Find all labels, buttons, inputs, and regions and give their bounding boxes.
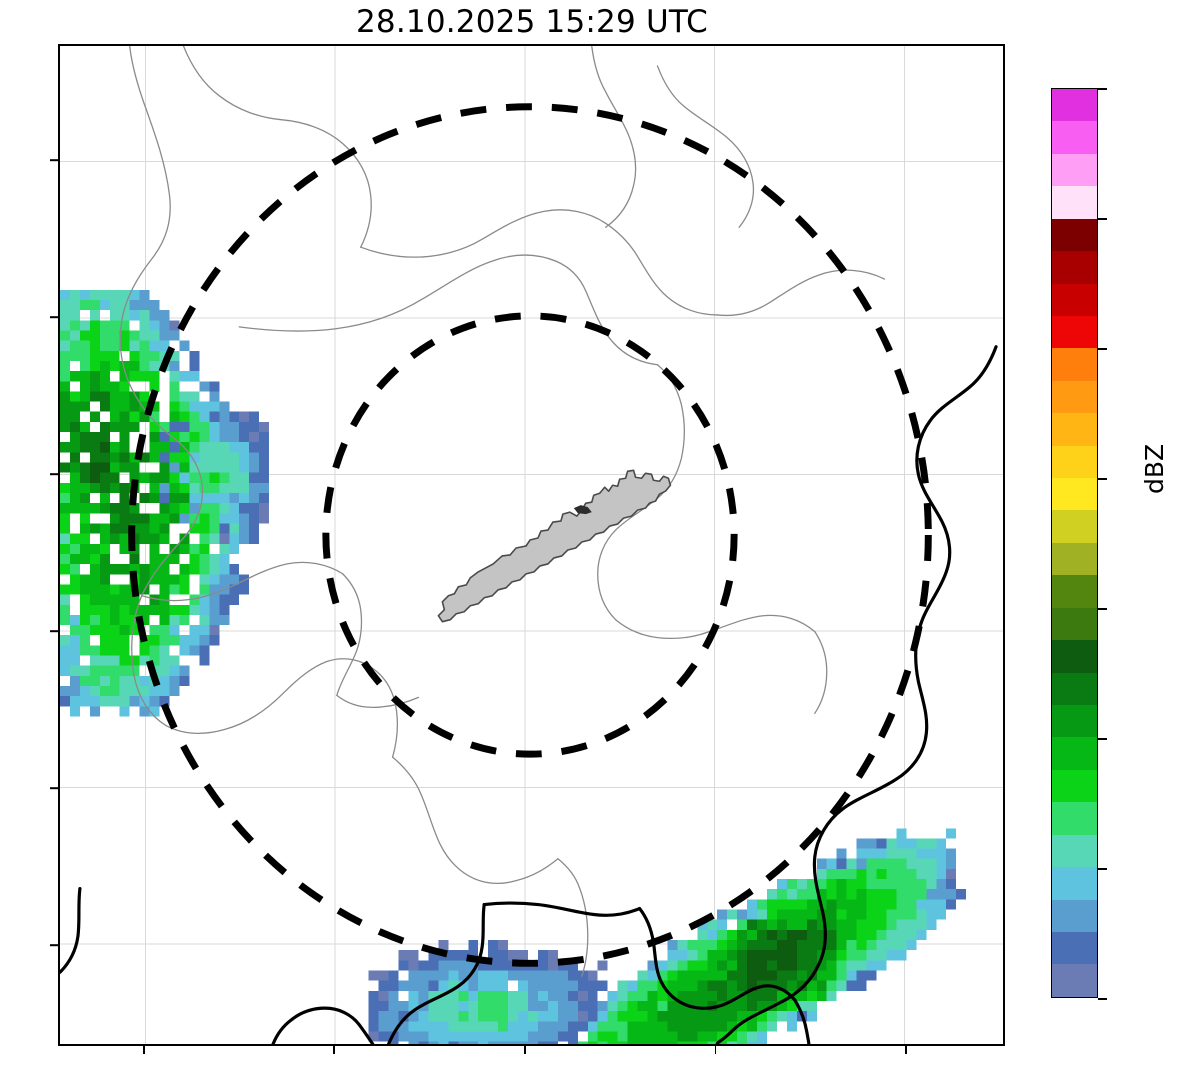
x-tick-mark [905,1046,907,1054]
y-tick-mark [50,473,58,476]
radar-map-axes[interactable] [58,44,1005,1046]
colorbar-band [1052,964,1097,997]
colorbar-band [1052,121,1097,154]
colorbar-band [1052,640,1097,673]
colorbar-band [1052,251,1097,284]
y-tick-mark [50,787,58,790]
y-tick-mark [50,159,58,162]
colorbar-band [1052,413,1097,446]
colorbar-axis-label: dBZ [1140,443,1169,494]
colorbar-band [1052,834,1097,868]
radar-map-svg [60,46,1003,1044]
colorbar-band [1052,737,1097,770]
colorbar-band [1052,607,1097,641]
colorbar-band [1052,931,1097,965]
colorbar-band [1052,899,1097,932]
colorbar-tick-mark [1098,868,1107,870]
colorbar-band [1052,867,1097,900]
colorbar-band [1052,186,1097,219]
x-tick-mark [524,1046,526,1054]
y-tick-mark [50,630,58,633]
colorbar-band [1052,769,1097,803]
y-tick-mark [50,316,58,319]
radar-map-canvas[interactable] [60,46,1003,1044]
colorbar-tick-mark [1098,348,1107,350]
colorbar-band [1052,153,1097,187]
colorbar-band [1052,478,1097,511]
national-border-layer [60,345,998,1044]
colorbar-band [1052,802,1097,835]
colorbar-band [1052,315,1097,349]
colorbar-band [1052,575,1097,608]
colorbar-tick-mark [1098,218,1107,220]
colorbar-band [1052,672,1097,706]
colorbar-band [1052,348,1097,381]
city-inner-mark [573,505,592,515]
x-tick-mark [333,1046,336,1054]
colorbar-tick-mark [1098,998,1107,1000]
colorbar-tick-mark [1098,738,1107,740]
colorbar-band [1052,283,1097,316]
colorbar-band [1052,89,1097,122]
page-title: 28.10.2025 15:29 UTC [356,4,708,40]
colorbar[interactable] [1051,88,1098,998]
radar-echo-layer [60,289,967,1044]
colorbar-band [1052,510,1097,543]
colorbar-band [1052,380,1097,414]
colorbar-band [1052,542,1097,576]
x-tick-mark [714,1046,717,1054]
colorbar-band [1052,445,1097,479]
range-ring-16km [128,103,932,967]
colorbar-tick-mark [1098,608,1107,610]
range-rings-layer [128,103,932,967]
colorbar-band [1052,218,1097,252]
map-gridlines [60,46,1003,1044]
colorbar-tick-mark [1098,88,1107,90]
city-polygon [437,469,672,623]
y-tick-mark [50,944,58,947]
colorbar-tick-mark [1098,478,1107,480]
colorbar-band [1052,705,1097,738]
x-tick-mark [142,1046,145,1054]
range-ring-8km [322,312,738,758]
